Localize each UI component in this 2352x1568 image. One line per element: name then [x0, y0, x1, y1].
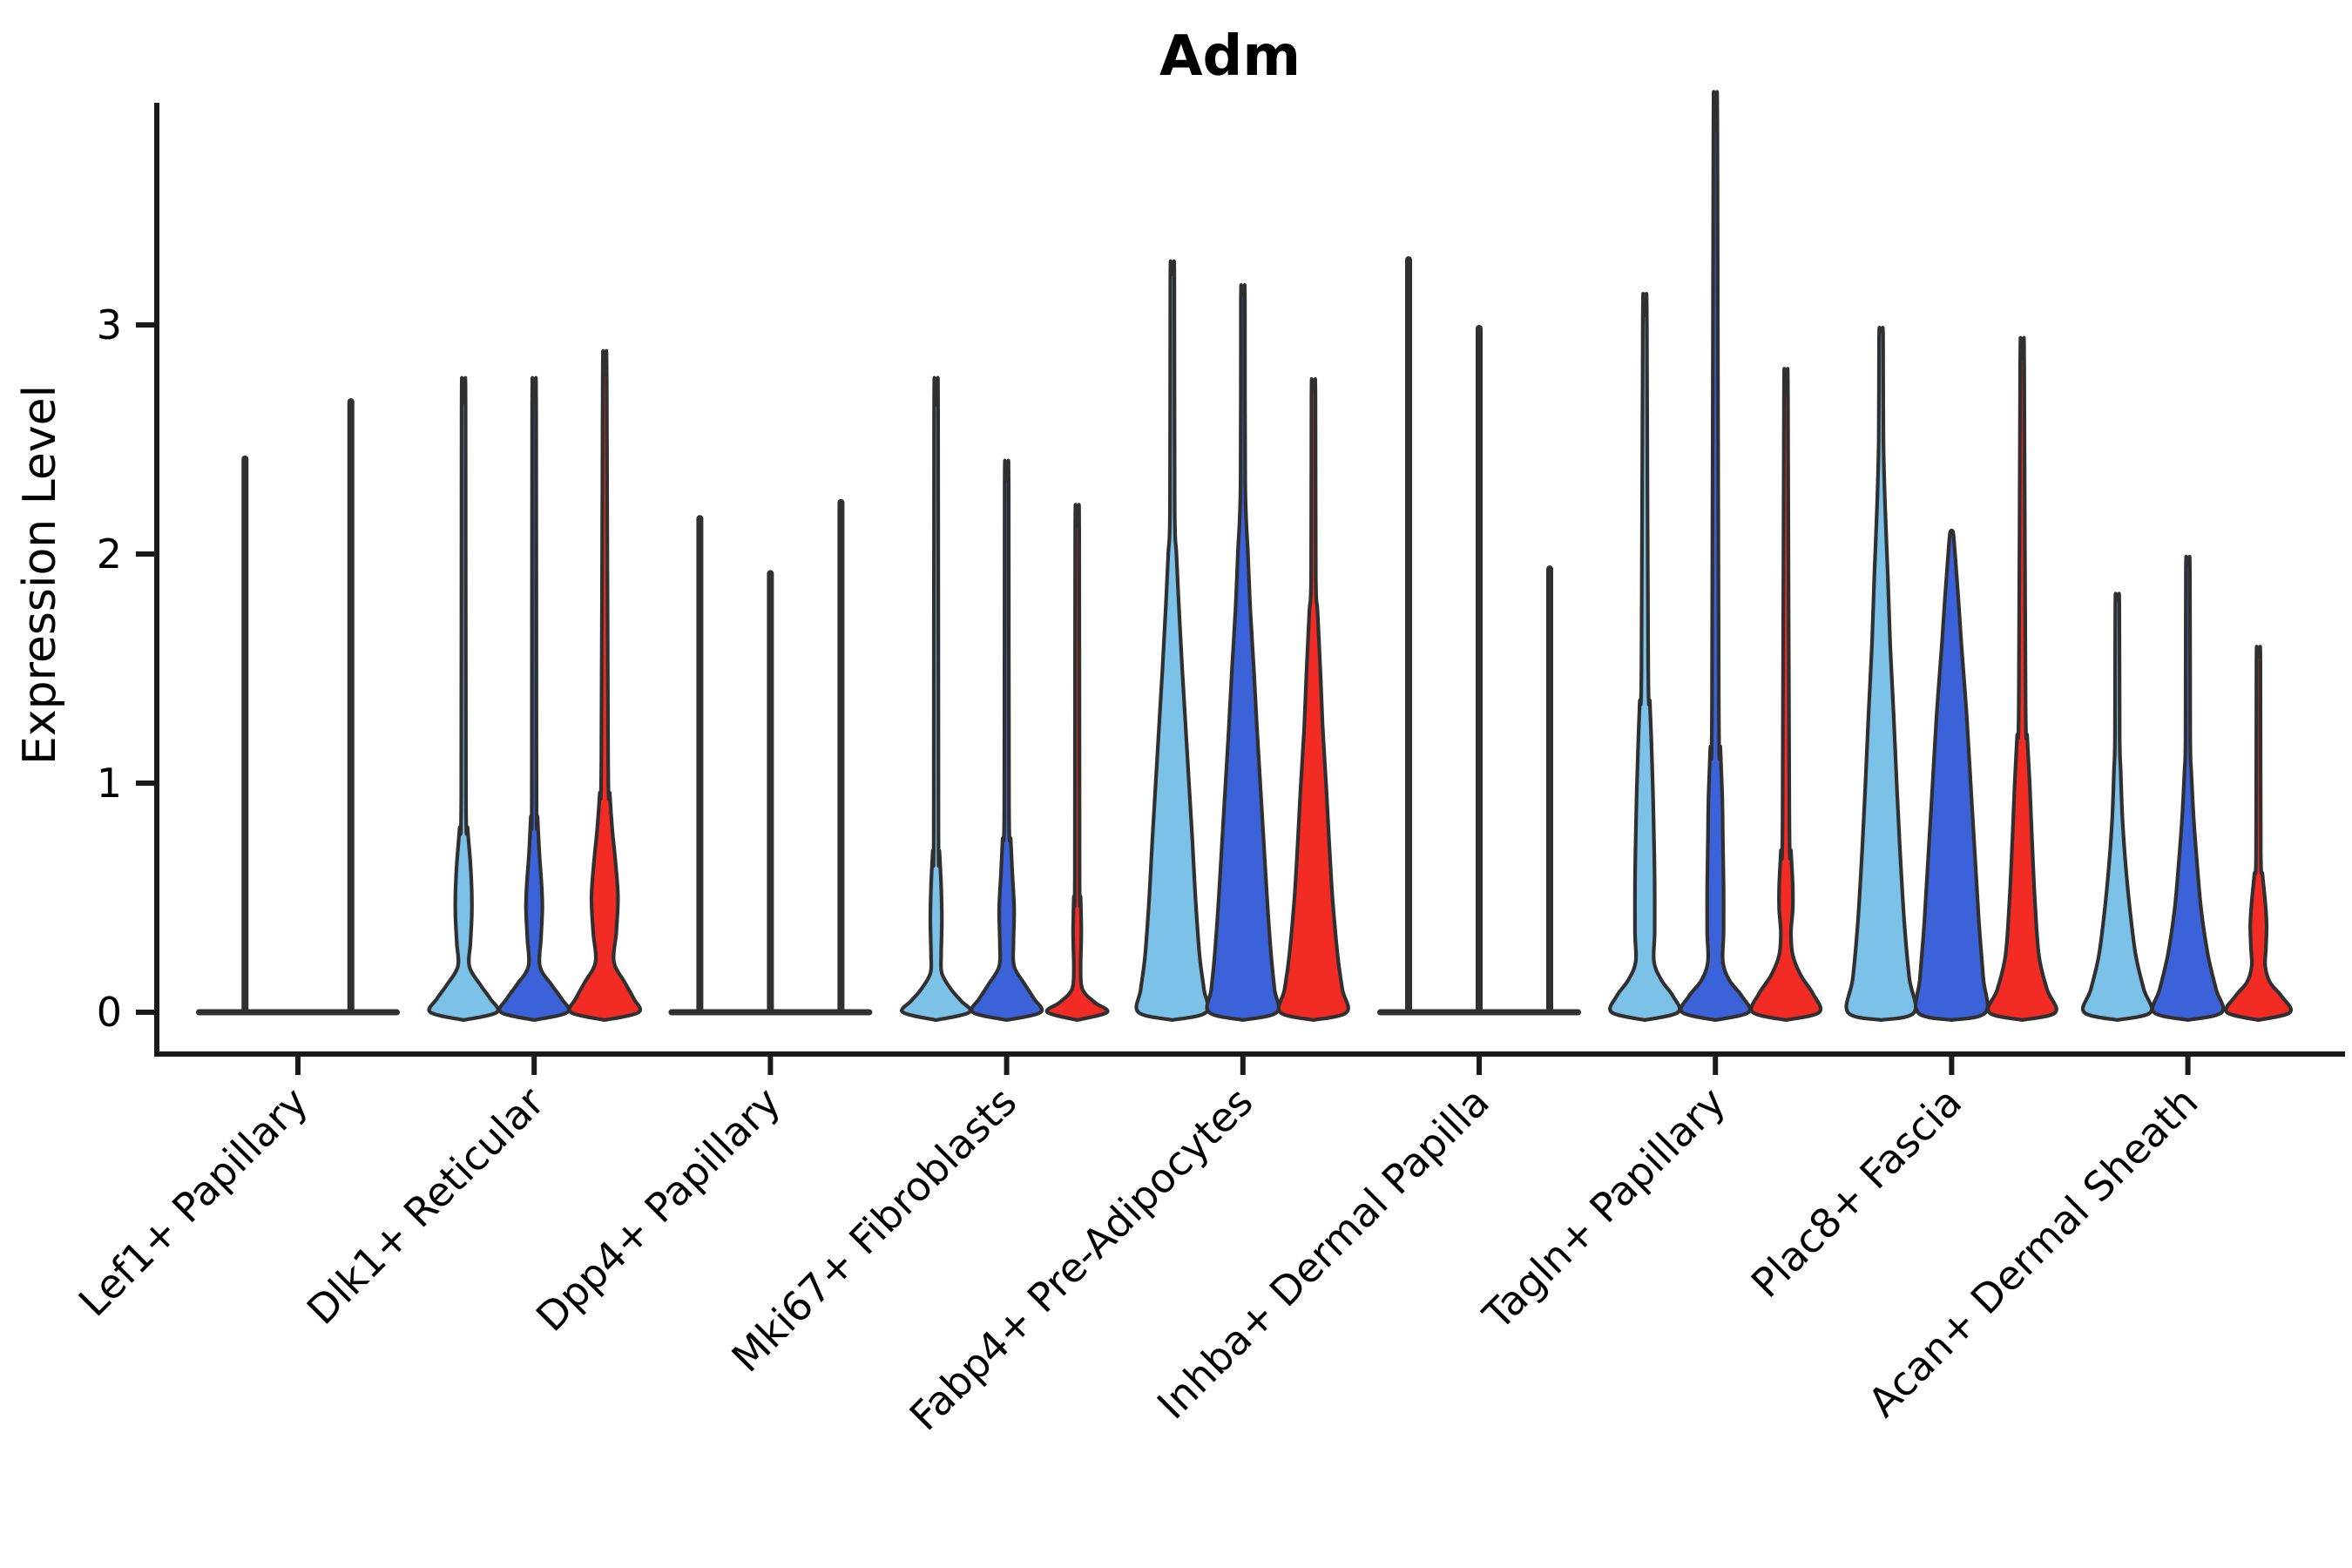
violin-dark_blue [1679, 90, 1752, 1023]
violin-red [2224, 645, 2293, 1023]
violin-dark_blue [497, 375, 571, 1023]
violin-red [567, 348, 643, 1023]
x-tick-label: Plac8+ Fascia [1742, 1078, 1970, 1307]
violin-red [1276, 377, 1350, 1023]
x-tick-label: Lef1+ Papillary [70, 1078, 317, 1326]
violin-light_blue [427, 375, 500, 1023]
y-tick-label: 3 [97, 301, 122, 348]
y-tick-label: 1 [97, 760, 122, 807]
violin-light_blue [1134, 259, 1211, 1023]
violin-dark_blue [1205, 283, 1281, 1023]
violin-dark_blue [1914, 528, 1990, 1023]
chart-title: Adm [1159, 24, 1301, 89]
violin-light_blue [2080, 591, 2154, 1023]
violin-dark_blue [2150, 554, 2226, 1023]
violin-light_blue [1844, 326, 1918, 1023]
violin-light_blue [1608, 292, 1682, 1023]
violin-red [1749, 367, 1823, 1023]
x-tick-label: Dpp4+ Papillary [527, 1078, 789, 1341]
x-tick-label: Tagln+ Papillary [1473, 1078, 1734, 1340]
y-tick-label: 0 [97, 989, 122, 1036]
violin-dark_blue [970, 458, 1044, 1023]
violin-red [1044, 503, 1110, 1023]
violins-layer [196, 90, 2293, 1023]
y-tick-label: 2 [97, 531, 122, 578]
violin-light_blue [900, 375, 973, 1023]
x-tick-label: Dlk1+ Reticular [298, 1078, 553, 1334]
violin-red [1986, 335, 2058, 1023]
